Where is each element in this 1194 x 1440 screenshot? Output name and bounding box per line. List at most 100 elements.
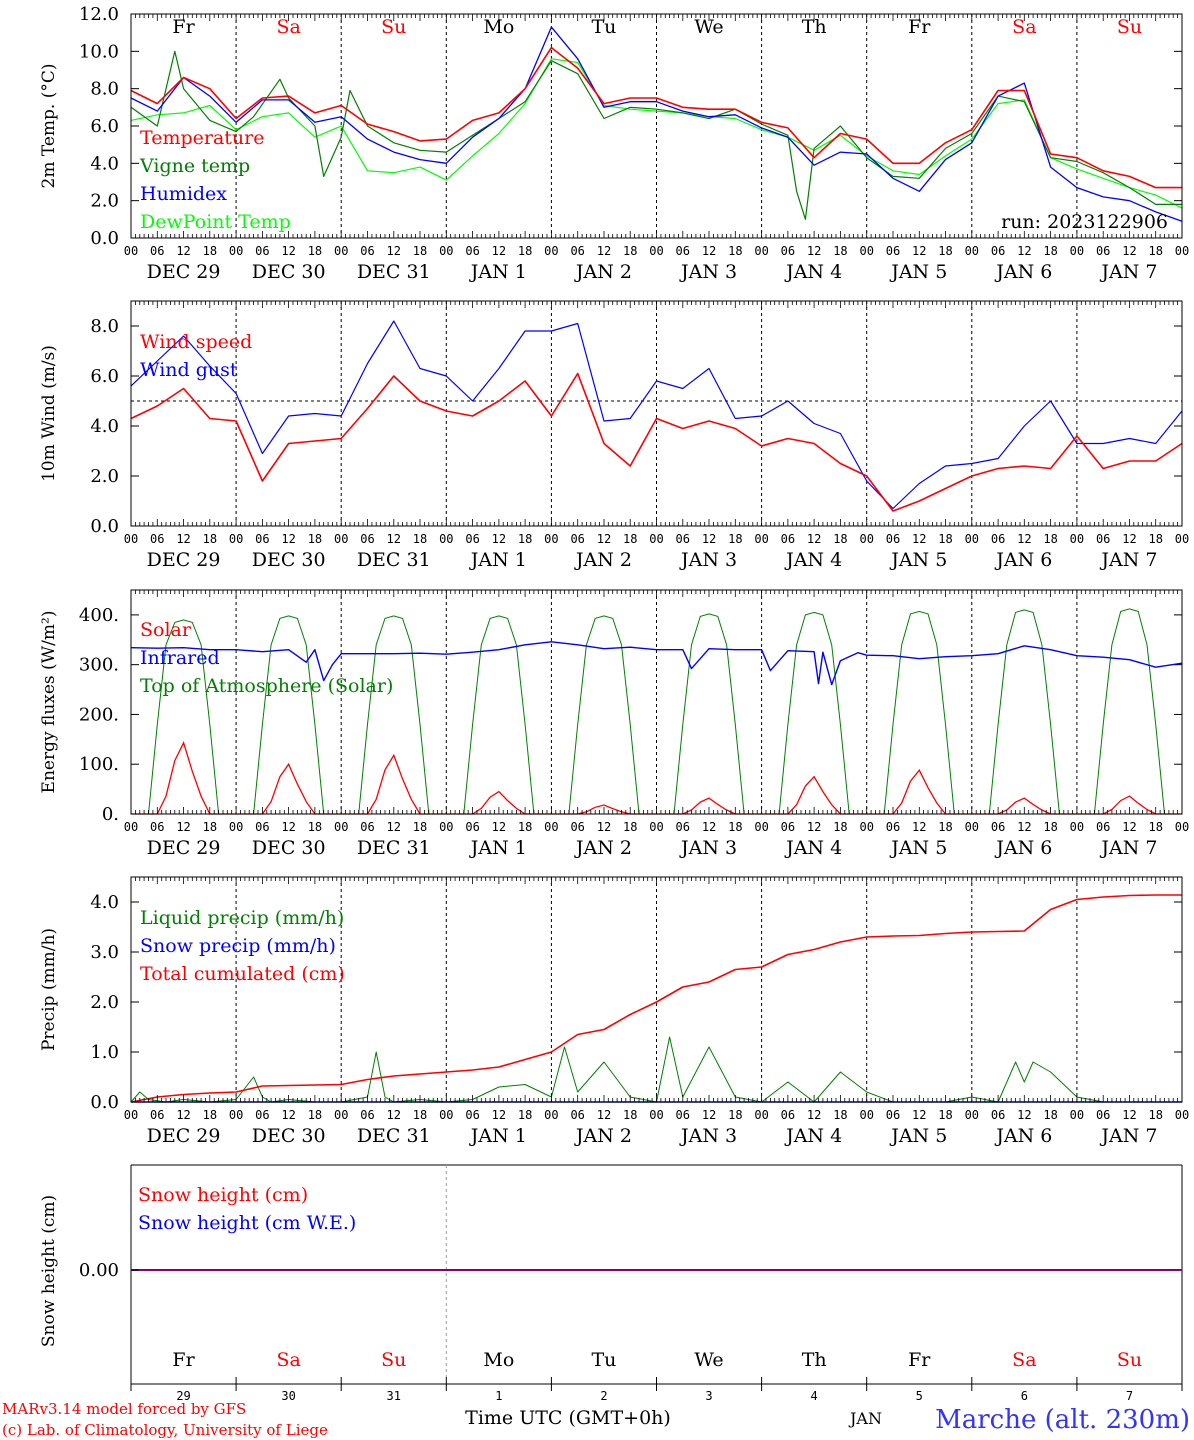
hour-tick-label: 12 [281,532,295,546]
legend-entry: Snow height (cm W.E.) [138,1212,356,1234]
hour-tick-label: 00 [649,820,663,834]
day-name-label: Sa [1012,16,1036,38]
hour-tick-label: 00 [965,532,979,546]
hour-tick-label: 18 [938,820,952,834]
y-tick-label: 2.0 [90,992,119,1013]
day-name-label: Tu [591,16,616,38]
day-name-label: Fr [172,1349,195,1371]
hour-tick-label: 06 [1096,820,1110,834]
hour-tick-label: 12 [1122,1108,1136,1122]
hour-tick-label: 06 [570,244,584,258]
legend-entry: Infrared [140,647,220,669]
hour-tick-label: 18 [1148,532,1162,546]
y-tick-label: 0.0 [90,1092,119,1113]
hour-tick-label: 06 [150,820,164,834]
hour-tick-label: 06 [465,1108,479,1122]
hour-tick-label: 18 [623,820,637,834]
dewpoint-line [130,58,1183,209]
hour-tick-label: 06 [781,820,795,834]
wind-gust-line [130,320,1183,510]
day-number-label: 3 [705,1389,712,1403]
hour-tick-label: 18 [308,532,322,546]
day-number-label: 7 [1126,1389,1133,1403]
hour-tick-label: 00 [965,244,979,258]
hour-tick-label: 00 [334,532,348,546]
date-label: DEC 31 [357,549,431,571]
hour-tick-label: 18 [203,820,217,834]
hour-tick-label: 06 [1096,1108,1110,1122]
hour-tick-label: 18 [413,820,427,834]
location-label: Marche (alt. 230m) [935,1405,1190,1435]
hour-tick-label: 00 [229,244,243,258]
hour-tick-label: 06 [255,820,269,834]
hour-tick-label: 00 [229,532,243,546]
y-tick-label: 6.0 [90,366,119,387]
y-tick-label: 12.0 [79,4,119,25]
hour-tick-label: 18 [938,244,952,258]
hour-tick-label: 06 [991,244,1005,258]
hour-tick-label: 00 [1175,1108,1189,1122]
hour-tick-label: 12 [1122,244,1136,258]
legend-entry: Temperature [140,127,264,149]
hour-tick-label: 12 [387,532,401,546]
footer-credit: (c) Lab. of Climatology, University of L… [2,1421,328,1439]
hour-tick-label: 00 [1070,820,1084,834]
legend-entry: Snow height (cm) [138,1184,308,1206]
day-name-label: Fr [908,16,931,38]
hour-tick-label: 12 [492,532,506,546]
hour-tick-label: 12 [1017,532,1031,546]
hour-tick-label: 00 [124,244,138,258]
legend-entry: Wind speed [140,331,252,353]
day-number-label: 5 [916,1389,923,1403]
hour-tick-label: 00 [754,244,768,258]
hour-tick-label: 00 [1175,244,1189,258]
hour-tick-label: 18 [833,532,847,546]
hour-tick-label: 06 [360,532,374,546]
hour-tick-label: 18 [413,532,427,546]
hour-tick-label: 06 [465,532,479,546]
hour-tick-label: 00 [1175,820,1189,834]
legend-entry: Humidex [140,183,227,205]
day-name-label: Sa [276,16,300,38]
hour-tick-label: 06 [886,1108,900,1122]
hour-tick-label: 18 [308,244,322,258]
date-label: DEC 31 [357,837,431,859]
hour-tick-label: 00 [334,1108,348,1122]
hour-tick-label: 12 [1017,244,1031,258]
hour-tick-label: 18 [728,1108,742,1122]
hour-tick-label: 00 [124,532,138,546]
hour-tick-label: 12 [176,1108,190,1122]
legend-entry: DewPoint Temp [140,211,291,233]
y-tick-label: 4.0 [90,153,119,174]
hour-tick-label: 12 [176,244,190,258]
hour-tick-label: 12 [912,1108,926,1122]
hour-tick-label: 00 [649,1108,663,1122]
plot-frame [130,876,1183,1103]
day-name-label: Sa [276,1349,300,1371]
run-label: run: 2023122906 [1001,211,1168,233]
hour-tick-label: 00 [754,532,768,546]
hour-tick-label: 00 [334,820,348,834]
hour-tick-label: 00 [754,1108,768,1122]
date-label: DEC 29 [147,1125,221,1147]
legend-entry: Vigne temp [139,155,250,177]
hour-tick-label: 18 [833,1108,847,1122]
hour-tick-label: 06 [781,532,795,546]
date-label: JAN 7 [1099,1125,1157,1147]
day-name-label: Tu [591,1349,616,1371]
hour-tick-label: 06 [886,532,900,546]
hour-tick-label: 00 [124,820,138,834]
day-number-label: 2 [600,1389,607,1403]
hour-tick-label: 06 [676,532,690,546]
date-label: JAN 6 [994,261,1052,283]
hour-tick-label: 12 [1122,820,1136,834]
hour-tick-label: 00 [544,820,558,834]
date-label: DEC 30 [252,1125,326,1147]
hour-tick-label: 18 [203,532,217,546]
legend-entry: Snow precip (mm/h) [140,935,336,957]
hour-tick-label: 18 [623,532,637,546]
day-name-label: Sa [1012,1349,1036,1371]
hour-tick-label: 18 [203,244,217,258]
hour-tick-label: 18 [623,244,637,258]
hour-tick-label: 12 [1017,1108,1031,1122]
